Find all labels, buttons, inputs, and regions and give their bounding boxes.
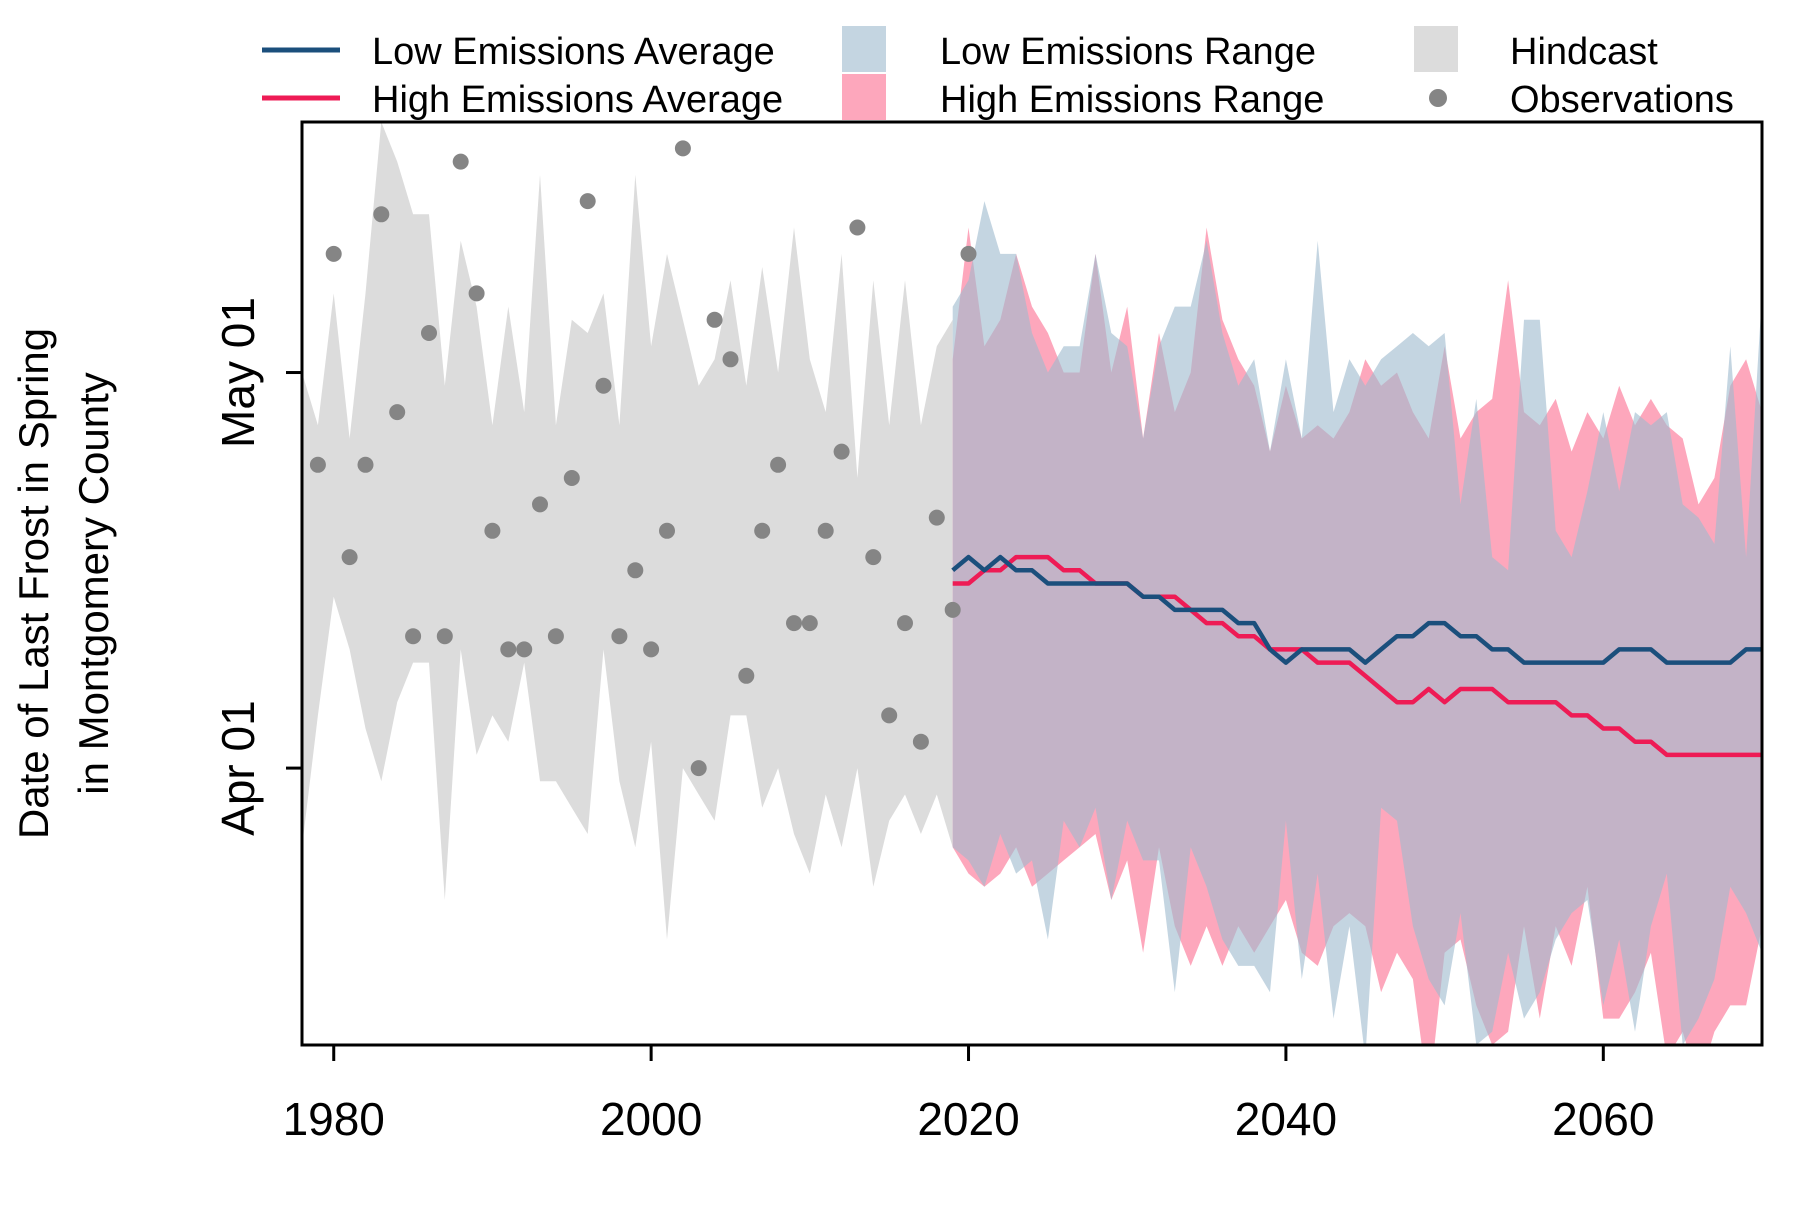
observation-point (881, 707, 898, 724)
high-emissions-average-line (952, 554, 1762, 758)
y-axis-label-line-1: Date of Last Frost in Spring (10, 328, 57, 839)
x-tick-label: 2020 (917, 1093, 1019, 1145)
y-axis-label-line-2: in Montgomery County (70, 372, 117, 795)
observation-point (516, 641, 533, 658)
observation-point (611, 628, 628, 645)
observation-point (770, 456, 787, 473)
legend-swatch-hindcast (1414, 26, 1458, 72)
legend-swatch-high-range (842, 74, 886, 120)
low-emissions-average-line (951, 554, 1762, 665)
observation-point (547, 628, 564, 645)
plot-area (302, 122, 1762, 1045)
observation-point (595, 377, 612, 394)
observation-point (484, 522, 501, 539)
observation-point (500, 641, 517, 658)
observation-point (357, 456, 374, 473)
observation-point (849, 219, 866, 236)
observation-point (563, 470, 580, 486)
legend-label-observations: Observations (1510, 79, 1734, 121)
observation-point (912, 733, 929, 750)
legend-label-high-range: High Emissions Range (940, 79, 1324, 121)
y-tick-label: Apr 01 (212, 700, 264, 836)
observation-point (325, 245, 342, 262)
observation-point (865, 549, 882, 566)
observation-point (833, 443, 850, 460)
observation-point (373, 206, 390, 223)
x-tick-label: 2040 (1235, 1093, 1337, 1145)
observation-point (405, 628, 422, 645)
observation-point (801, 615, 818, 632)
observation-point (897, 615, 913, 632)
observation-point (309, 456, 326, 473)
observation-point (627, 562, 644, 579)
legend: Low Emissions Average High Emissions Aver… (262, 26, 1734, 121)
observation-point (532, 496, 548, 513)
observation-point (659, 522, 675, 539)
observation-point (690, 760, 707, 777)
legend-swatch-observations (1429, 89, 1447, 107)
observation-point (579, 193, 596, 210)
observation-point (786, 615, 802, 632)
plot-frame (300, 120, 1764, 1047)
observation-point (674, 140, 691, 157)
observation-point (944, 601, 961, 618)
legend-label-high-avg: High Emissions Average (372, 79, 783, 121)
observation-point (722, 351, 739, 368)
x-tick-label: 1980 (283, 1093, 385, 1145)
observation-point (643, 641, 660, 658)
legend-swatch-low-range (842, 26, 886, 72)
observation-point (928, 509, 945, 526)
legend-label-low-avg: Low Emissions Average (372, 31, 775, 73)
observation-point (817, 522, 834, 539)
observation-point (421, 325, 437, 341)
low-emissions-range-band (952, 201, 1762, 1045)
x-tick-label: 2060 (1552, 1093, 1654, 1145)
observation-point (960, 245, 977, 262)
observation-point (468, 285, 485, 302)
legend-label-hindcast: Hindcast (1510, 31, 1658, 73)
legend-label-low-range: Low Emissions Range (940, 31, 1316, 73)
observation-point (738, 667, 755, 684)
y-axis: Apr 01 May 01 (212, 297, 302, 836)
y-tick-label: May 01 (212, 297, 264, 448)
x-tick-label: 2000 (600, 1093, 702, 1145)
observation-point (754, 522, 771, 539)
hindcast-band (302, 122, 953, 940)
observation-point (452, 153, 469, 170)
observation-point (341, 549, 358, 566)
observation-point (389, 404, 406, 421)
x-axis: 1980 2000 2020 2040 2060 (283, 1045, 1654, 1145)
observation-point (706, 311, 723, 328)
observation-point (436, 628, 453, 645)
